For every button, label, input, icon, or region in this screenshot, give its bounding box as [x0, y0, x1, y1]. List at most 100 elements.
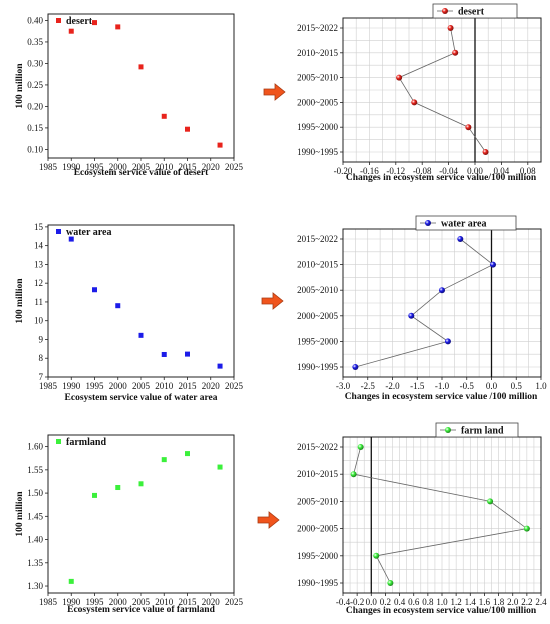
data-point	[115, 485, 121, 491]
x-tick-label: 0.2	[380, 597, 391, 607]
x-tick-label: -0.12	[386, 166, 405, 176]
data-point	[523, 525, 530, 532]
x-tick-label: 0.0	[486, 381, 498, 391]
data-point	[138, 332, 144, 338]
y-tick-label: 8	[39, 353, 44, 363]
y-tick-label: 12	[34, 278, 43, 288]
legend-label: water area	[441, 219, 486, 230]
category-label: 2000~2005	[297, 311, 338, 321]
data-point	[457, 236, 464, 242]
x-axis-label: Changes in ecosystem service value /100 …	[345, 392, 538, 402]
data-point	[185, 126, 190, 132]
data-point	[447, 25, 454, 31]
x-tick-label: 2000	[109, 381, 128, 391]
y-axis-label: 100 million	[15, 278, 25, 324]
x-tick-label: -0.20	[334, 166, 353, 176]
x-axis-label: Changes in ecosystem service value/100 m…	[346, 173, 537, 183]
y-axis-label: 100 million	[15, 63, 25, 109]
x-tick-label: 2010	[155, 162, 174, 172]
data-point	[68, 28, 74, 34]
water-change-panel: -3.0 -2.5 -2.0 -1.5 -1.0 -0.5 0.0 0.5 1.0 1990~19…	[297, 215, 547, 402]
category-label: 2005~2010	[297, 285, 338, 295]
x-tick-label: 1.8	[493, 597, 505, 607]
data-point	[452, 49, 459, 56]
data-point	[352, 364, 359, 370]
x-tick-label: -0.5	[460, 381, 475, 391]
x-tick-label: 0.08	[520, 166, 536, 176]
x-tick-label: 2.4	[535, 597, 547, 607]
y-tick-label: 9	[39, 334, 44, 344]
data-point	[92, 492, 97, 498]
x-tick-label: 1.0	[436, 597, 448, 607]
y-tick-label: 7	[39, 372, 44, 382]
y-tick-label: 0.15	[27, 123, 43, 133]
legend-marker	[56, 229, 61, 234]
data-point	[92, 287, 97, 293]
data-point	[357, 444, 364, 450]
x-tick-label: -0.08	[413, 166, 432, 176]
x-tick-label: 0.04	[494, 166, 510, 176]
series-line	[355, 238, 494, 368]
x-tick-label: 0.8	[422, 597, 434, 607]
y-tick-label: 1.40	[27, 535, 43, 545]
x-tick-label: 1995	[86, 162, 105, 172]
legend-label: farmland	[66, 437, 106, 448]
x-tick-label: -0.4	[336, 597, 351, 607]
series-line	[398, 27, 486, 153]
data-point	[161, 351, 167, 357]
data-point	[161, 457, 167, 463]
y-tick-label: 1.60	[27, 442, 43, 452]
x-tick-label: 2005	[132, 162, 151, 172]
desert-change-panel: -0.20 -0.16 -0.12 -0.08 -0.04 0.00 0.04 0.08 199…	[297, 3, 542, 183]
data-point	[482, 149, 489, 155]
category-label: 2005~2010	[297, 496, 338, 506]
x-tick-label: 1.2	[451, 597, 462, 607]
x-tick-label: 2020	[202, 381, 221, 391]
x-tick-label: 2010	[155, 381, 174, 391]
x-tick-label: -1.0	[435, 381, 450, 391]
series-line	[353, 446, 528, 584]
legend-marker	[425, 220, 431, 226]
data-point	[115, 24, 121, 30]
x-axis-label: Changes in ecosystem service value/100 m…	[346, 606, 537, 616]
data-point	[487, 498, 494, 505]
x-tick-label: 1985	[39, 381, 58, 391]
legend-marker	[56, 18, 61, 23]
x-tick-label: -0.04	[439, 166, 458, 176]
data-point	[350, 471, 357, 478]
y-tick-label: 15	[34, 222, 44, 232]
data-point	[217, 142, 223, 148]
data-point	[185, 451, 190, 457]
data-point	[465, 124, 472, 131]
category-label: 1990~1995	[297, 362, 338, 372]
x-tick-label: 2025	[225, 162, 244, 172]
category-label: 1995~2000	[297, 336, 338, 346]
data-point	[439, 287, 445, 294]
legend-label: desert	[458, 7, 485, 18]
water-scatter-panel: 1985 1990 1995 2000 2005 2010 2015 2020 2025 7 8 9 1…	[15, 222, 244, 403]
x-tick-label: 2.0	[507, 597, 519, 607]
y-tick-label: 0.20	[27, 101, 43, 111]
data-point	[489, 261, 496, 268]
data-point	[217, 464, 223, 470]
plot-frame	[47, 13, 235, 159]
x-tick-label: -2.0	[385, 381, 400, 391]
data-point	[68, 236, 74, 242]
farm-scatter-panel: 1985 1990 1995 2000 2005 2010 2015 2020 2025 1.30…	[15, 434, 244, 615]
x-tick-label: 1985	[39, 162, 58, 172]
data-point	[373, 552, 380, 559]
x-tick-label: 1990	[62, 162, 81, 172]
plot-frame	[47, 224, 235, 378]
x-tick-label: 2005	[132, 597, 151, 607]
data-point	[161, 113, 167, 119]
x-tick-label: 2.2	[521, 597, 532, 607]
x-tick-label: 0.5	[511, 381, 523, 391]
farm-change-panel: -0.4 -0.2 0.0 0.2 0.4 0.6 0.8 1.0 1.2 1.4 1.6 1.8 2.…	[297, 422, 547, 616]
x-tick-label: -0.16	[360, 166, 379, 176]
legend-marker	[442, 8, 448, 14]
data-point	[138, 481, 144, 487]
x-tick-label: 2000	[109, 597, 128, 607]
legend-marker	[445, 427, 451, 433]
x-tick-label: 2025	[225, 381, 244, 391]
